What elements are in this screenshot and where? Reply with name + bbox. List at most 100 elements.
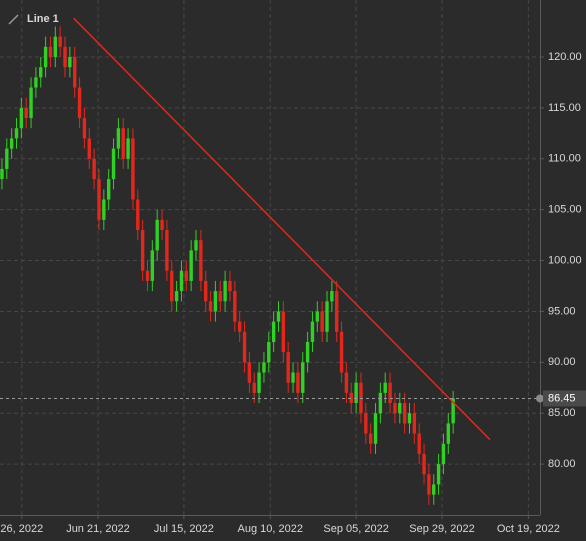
- candle: [150, 240, 155, 292]
- candle-body: [170, 270, 174, 302]
- candle-body: [160, 219, 164, 231]
- candle: [310, 311, 315, 353]
- candle: [364, 403, 368, 444]
- candle: [354, 372, 358, 414]
- candle: [388, 372, 392, 414]
- candle-body: [111, 148, 116, 180]
- legend: Line 1: [8, 13, 59, 25]
- y-tick-label: 115.00: [548, 102, 581, 114]
- candle: [102, 189, 106, 231]
- candle-body: [102, 199, 106, 220]
- candle-body: [39, 67, 43, 78]
- candle: [223, 270, 227, 312]
- x-tick-label: Jul 15, 2022: [154, 523, 214, 535]
- trendline: [73, 17, 491, 441]
- candle-body: [92, 158, 96, 180]
- candle-body: [29, 87, 33, 119]
- candle: [383, 372, 387, 404]
- candle-body: [412, 413, 417, 434]
- candle-body: [73, 56, 77, 88]
- candle-body: [58, 36, 62, 47]
- candle-body: [344, 372, 349, 393]
- y-tick-label: 90.00: [548, 356, 576, 368]
- candle-body: [223, 280, 227, 302]
- candle-body: [252, 382, 256, 393]
- candle: [247, 352, 252, 393]
- candle-body: [19, 107, 24, 129]
- candle: [73, 46, 77, 98]
- candle-body: [131, 138, 135, 200]
- candle-body: [43, 46, 48, 68]
- candle: [53, 26, 58, 68]
- candle: [92, 148, 96, 190]
- candle-body: [432, 484, 436, 495]
- candle: [218, 280, 222, 312]
- candle: [378, 382, 383, 424]
- candle-body: [339, 331, 344, 373]
- y-tick-label: 85.00: [548, 407, 576, 419]
- candle: [267, 331, 271, 373]
- candle-body: [359, 382, 363, 414]
- candle-body: [281, 311, 286, 353]
- candle-body: [330, 291, 334, 302]
- candle: [116, 118, 121, 159]
- candle-body: [320, 311, 324, 332]
- candle-body: [441, 443, 446, 465]
- candle-body: [349, 392, 353, 404]
- legend-label[interactable]: Line 1: [27, 13, 59, 25]
- candle: [0, 158, 4, 190]
- y-tick-label: 105.00: [548, 204, 582, 216]
- candle: [349, 382, 353, 414]
- candle-body: [194, 240, 198, 251]
- x-tick-label: Jun 21, 2022: [66, 523, 130, 535]
- candle-body: [87, 138, 91, 159]
- candle: [155, 209, 159, 261]
- candle: [106, 168, 111, 210]
- candle: [242, 321, 247, 373]
- candle-body: [208, 301, 213, 312]
- candle: [233, 280, 237, 332]
- candle-body: [9, 138, 14, 149]
- candle-body: [165, 230, 169, 271]
- candle-body: [368, 433, 373, 444]
- candle: [296, 362, 300, 404]
- candle: [131, 128, 135, 210]
- candle-body: [301, 362, 305, 393]
- candle: [335, 280, 339, 342]
- candle: [170, 260, 174, 312]
- candle: [199, 230, 203, 292]
- candle: [276, 301, 281, 332]
- candle-body: [402, 403, 407, 424]
- candle-body: [451, 398, 455, 424]
- y-tick-label: 100.00: [548, 254, 582, 266]
- candle: [136, 189, 140, 241]
- candle: [432, 474, 436, 505]
- candle-body: [34, 77, 38, 88]
- candle-body: [155, 219, 159, 251]
- candle-body: [199, 240, 203, 281]
- candle: [325, 291, 329, 342]
- candle: [257, 362, 261, 404]
- candle-body: [53, 36, 58, 57]
- candle-body: [427, 474, 431, 495]
- candle: [145, 260, 150, 292]
- last-price-dot: [536, 394, 544, 403]
- candle: [43, 36, 48, 78]
- candle-body: [335, 291, 339, 332]
- candle-body: [116, 128, 121, 149]
- plot-area: [0, 0, 540, 515]
- candle-body: [262, 362, 266, 373]
- candle: [436, 453, 441, 495]
- candle-body: [325, 301, 329, 332]
- candle: [305, 331, 310, 373]
- candle-body: [68, 56, 72, 68]
- candle: [402, 392, 407, 434]
- candle: [87, 128, 91, 169]
- candle-body: [106, 179, 111, 200]
- candle-body: [267, 341, 271, 363]
- candle-body: [388, 382, 392, 404]
- candle-body: [48, 46, 53, 57]
- x-tick-label: Sep 05, 2022: [323, 523, 388, 535]
- x-tick-label: Sep 29, 2022: [409, 523, 474, 535]
